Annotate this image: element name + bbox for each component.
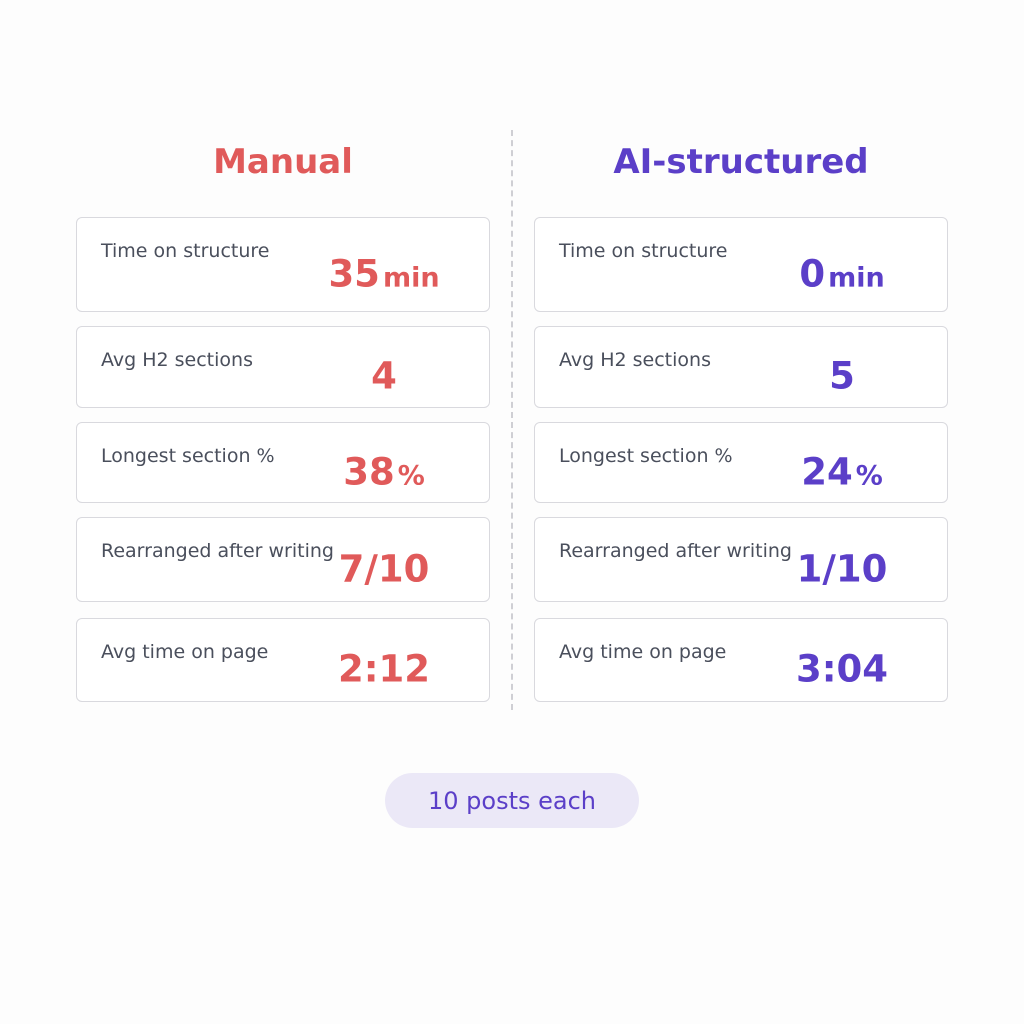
metric-card: Avg time on page 3:04 bbox=[534, 618, 948, 702]
metric-card: Longest section % 38% bbox=[76, 422, 490, 503]
metric-value-group: 1/10 bbox=[797, 547, 888, 590]
metric-value-group: 0 min bbox=[799, 252, 884, 295]
metric-unit: min bbox=[382, 262, 440, 293]
metric-card: Rearranged after writing 1/10 bbox=[534, 517, 948, 602]
metric-value-group: 2:12 bbox=[338, 648, 430, 691]
metric-value: 7/10 bbox=[338, 547, 430, 590]
metric-value-group: 3:04 bbox=[796, 648, 888, 691]
metric-unit: min bbox=[828, 262, 885, 293]
metric-card: Longest section % 24% bbox=[534, 422, 948, 503]
metric-value-group: 7/10 bbox=[339, 547, 430, 590]
metric-card: Time on structure 0 min bbox=[534, 217, 948, 312]
metric-value: 4 bbox=[371, 354, 397, 398]
metric-value: 3:04 bbox=[795, 647, 889, 691]
metric-label: Longest section % bbox=[101, 445, 275, 467]
metric-value: 5 bbox=[829, 354, 855, 398]
metric-value: 24 bbox=[801, 450, 853, 493]
metric-label: Longest section % bbox=[559, 445, 733, 467]
footer-pill: 10 posts each bbox=[385, 773, 639, 828]
metric-label: Avg time on page bbox=[101, 641, 269, 663]
metric-value-group: 5 bbox=[829, 355, 855, 398]
metric-label: Avg H2 sections bbox=[101, 349, 253, 371]
metric-label: Avg time on page bbox=[559, 641, 727, 663]
metric-unit: % bbox=[855, 460, 883, 491]
column-title: AI-structured bbox=[613, 142, 869, 182]
metric-card: Rearranged after writing 7/10 bbox=[76, 517, 490, 602]
metric-card: Avg time on page 2:12 bbox=[76, 618, 490, 702]
metric-label: Rearranged after writing bbox=[559, 540, 792, 562]
metric-value: 0 bbox=[799, 252, 826, 295]
metric-value: 2:12 bbox=[337, 647, 431, 691]
metric-value: 38 bbox=[343, 450, 395, 493]
metric-value-group: 38% bbox=[343, 450, 425, 493]
metric-value: 35 bbox=[328, 252, 380, 295]
metric-value-group: 24% bbox=[801, 450, 883, 493]
metric-card: Time on structure 35 min bbox=[76, 217, 490, 312]
footer-text: 10 posts each bbox=[427, 786, 596, 815]
metric-label: Time on structure bbox=[101, 240, 270, 262]
metric-card: Avg H2 sections 4 bbox=[76, 326, 490, 408]
metric-value-group: 35 min bbox=[328, 252, 439, 295]
metric-label: Avg H2 sections bbox=[559, 349, 711, 371]
metric-label: Time on structure bbox=[559, 240, 728, 262]
metric-value-group: 4 bbox=[371, 355, 397, 398]
metric-value: 1/10 bbox=[796, 547, 888, 590]
column-title: Manual bbox=[213, 142, 353, 182]
metric-unit: % bbox=[397, 460, 425, 491]
metric-card: Avg H2 sections 5 bbox=[534, 326, 948, 408]
metric-label: Rearranged after writing bbox=[101, 540, 334, 562]
divider bbox=[511, 130, 513, 710]
